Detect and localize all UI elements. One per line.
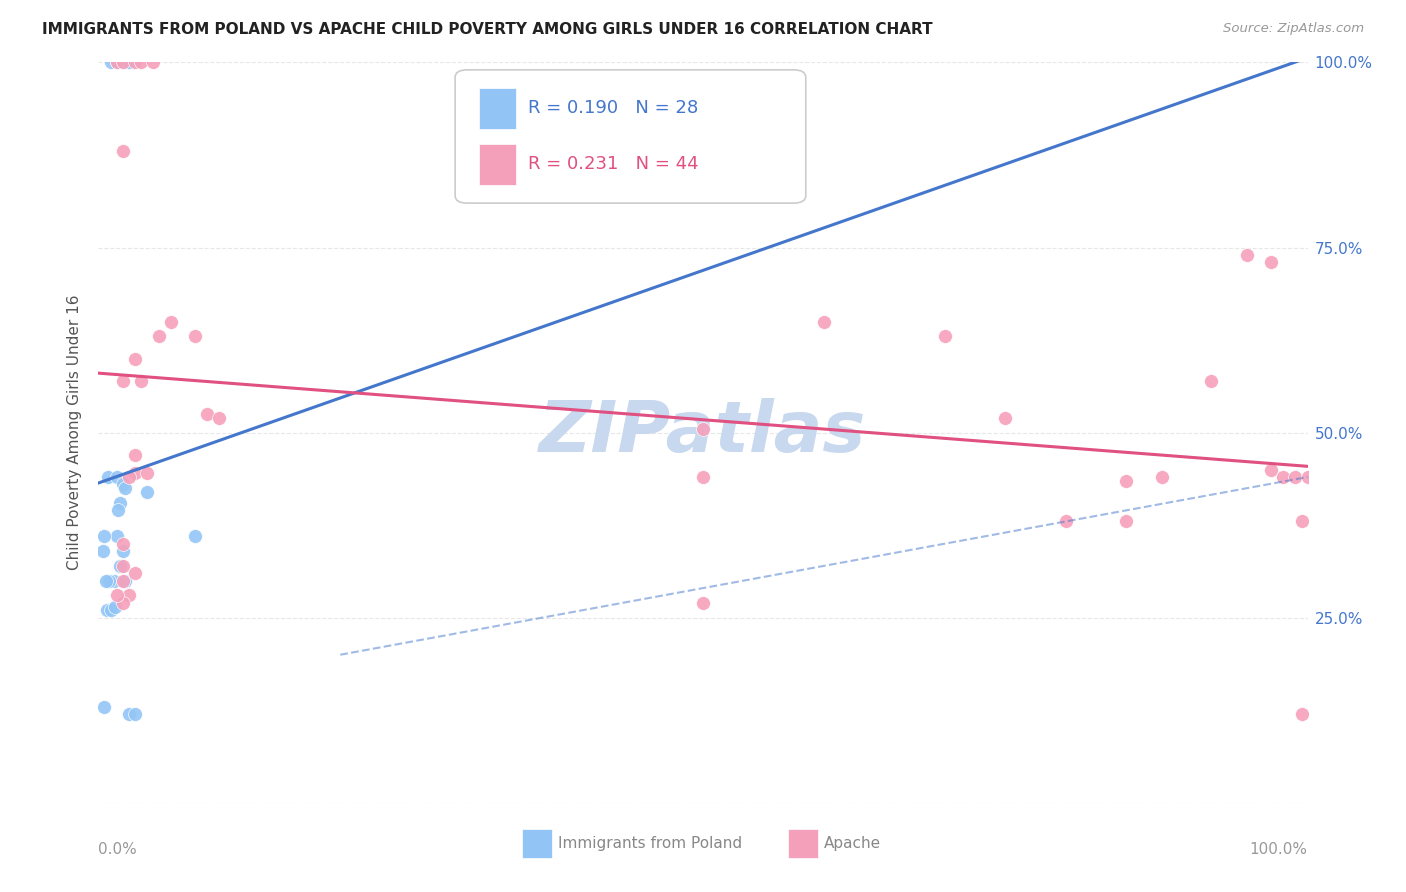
Point: [93, 529, 115, 543]
Point: [111, 55, 134, 70]
Point: [118, 470, 141, 484]
Point: [994, 410, 1017, 425]
Point: [1115, 515, 1137, 529]
Point: [148, 329, 170, 343]
Bar: [479, 88, 516, 129]
Point: [160, 314, 183, 328]
Point: [111, 55, 134, 70]
Point: [124, 566, 146, 581]
Point: [97, 470, 120, 484]
Point: [135, 484, 157, 499]
Point: [96, 603, 118, 617]
Point: [111, 477, 134, 491]
Point: [184, 329, 207, 343]
Text: Source: ZipAtlas.com: Source: ZipAtlas.com: [1223, 22, 1364, 36]
Point: [124, 467, 146, 481]
Point: [114, 55, 136, 70]
Point: [105, 55, 128, 70]
Point: [91, 544, 114, 558]
Point: [114, 574, 136, 588]
Point: [93, 699, 115, 714]
Point: [104, 599, 127, 614]
Point: [1054, 515, 1077, 529]
Point: [111, 596, 134, 610]
Point: [208, 410, 231, 425]
Point: [1272, 470, 1295, 484]
Point: [692, 470, 714, 484]
Y-axis label: Child Poverty Among Girls Under 16: Child Poverty Among Girls Under 16: [67, 295, 83, 570]
Point: [111, 374, 134, 388]
Point: [124, 706, 146, 721]
Text: R = 0.190   N = 28: R = 0.190 N = 28: [527, 99, 697, 118]
Point: [118, 55, 141, 70]
Text: Apache: Apache: [824, 836, 882, 851]
Point: [692, 596, 714, 610]
Point: [107, 503, 129, 517]
Text: Immigrants from Poland: Immigrants from Poland: [558, 836, 742, 851]
Point: [142, 55, 165, 70]
Point: [1236, 248, 1258, 262]
Point: [111, 574, 134, 588]
Text: 100.0%: 100.0%: [1250, 842, 1308, 856]
Point: [1260, 462, 1282, 476]
Point: [1260, 255, 1282, 269]
Point: [184, 529, 207, 543]
Point: [108, 558, 131, 573]
Text: IMMIGRANTS FROM POLAND VS APACHE CHILD POVERTY AMONG GIRLS UNDER 16 CORRELATION : IMMIGRANTS FROM POLAND VS APACHE CHILD P…: [42, 22, 932, 37]
Point: [118, 706, 141, 721]
Point: [124, 351, 146, 366]
Bar: [479, 144, 516, 185]
Text: R = 0.231   N = 44: R = 0.231 N = 44: [527, 155, 699, 173]
Point: [1199, 374, 1222, 388]
Point: [105, 529, 128, 543]
Point: [1291, 515, 1313, 529]
Point: [1284, 470, 1306, 484]
Point: [1296, 470, 1319, 484]
Point: [111, 145, 134, 159]
Text: 0.0%: 0.0%: [98, 842, 138, 856]
Point: [100, 603, 122, 617]
Point: [105, 55, 128, 70]
Point: [111, 558, 134, 573]
Point: [1115, 474, 1137, 488]
Point: [934, 329, 956, 343]
Point: [129, 374, 152, 388]
Point: [103, 574, 125, 588]
Point: [111, 536, 134, 550]
Point: [94, 574, 117, 588]
Point: [135, 467, 157, 481]
Bar: [787, 829, 818, 858]
Point: [1291, 706, 1313, 721]
Point: [1152, 470, 1174, 484]
Point: [118, 589, 141, 603]
Point: [98, 574, 121, 588]
FancyBboxPatch shape: [456, 70, 806, 203]
Point: [124, 55, 146, 70]
Point: [108, 496, 131, 510]
Bar: [522, 829, 551, 858]
Point: [105, 470, 128, 484]
Text: ZIPatlas: ZIPatlas: [540, 398, 866, 467]
Point: [105, 589, 128, 603]
Point: [124, 448, 146, 462]
Point: [114, 481, 136, 495]
Point: [692, 422, 714, 436]
Point: [195, 407, 218, 421]
Point: [129, 55, 152, 70]
Point: [100, 55, 122, 70]
Point: [813, 314, 835, 328]
Point: [111, 544, 134, 558]
